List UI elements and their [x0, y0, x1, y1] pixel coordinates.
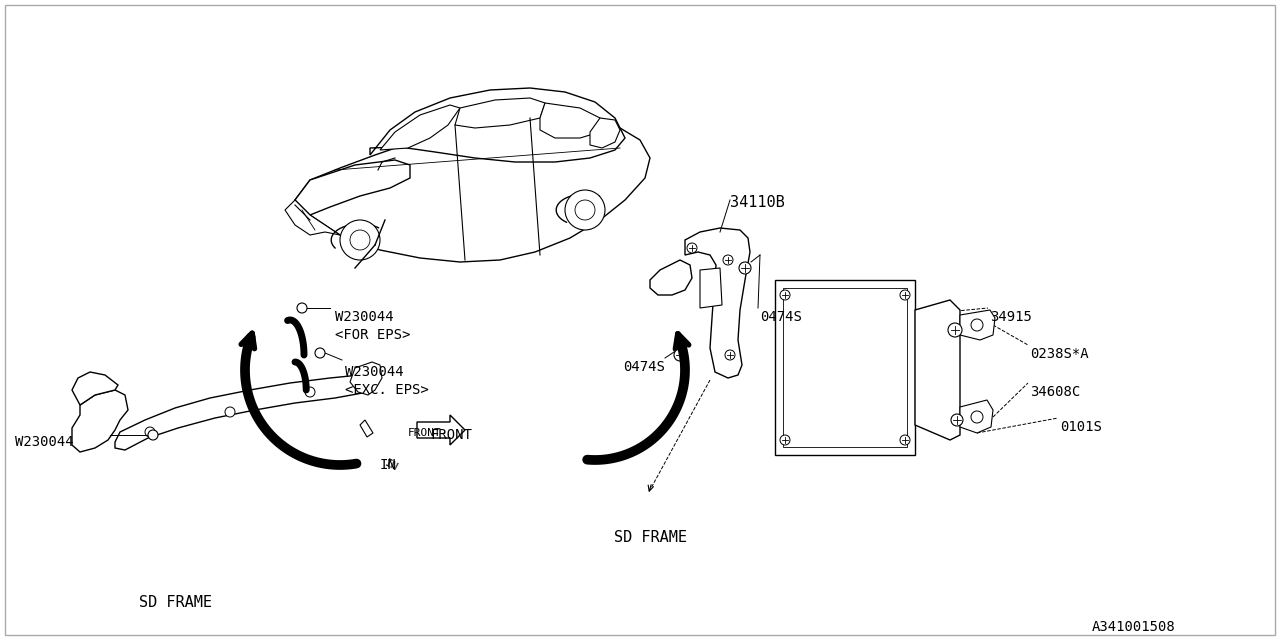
- Circle shape: [948, 323, 963, 337]
- Polygon shape: [294, 118, 650, 262]
- Circle shape: [972, 411, 983, 423]
- Polygon shape: [960, 400, 993, 433]
- Circle shape: [564, 190, 605, 230]
- Polygon shape: [72, 372, 118, 405]
- Circle shape: [675, 349, 686, 361]
- Text: 0474S: 0474S: [760, 310, 801, 324]
- Text: W230044: W230044: [335, 310, 394, 324]
- Text: W230044: W230044: [346, 365, 403, 379]
- Bar: [774, 280, 915, 455]
- Circle shape: [900, 290, 910, 300]
- Text: FRONT: FRONT: [408, 428, 442, 438]
- Text: IN: IN: [383, 458, 399, 473]
- Circle shape: [951, 414, 963, 426]
- Circle shape: [780, 435, 790, 445]
- Text: A341001508: A341001508: [1092, 620, 1175, 634]
- Bar: [783, 288, 908, 447]
- Circle shape: [900, 435, 910, 445]
- Circle shape: [739, 262, 751, 274]
- Circle shape: [340, 220, 380, 260]
- Text: FRONT: FRONT: [430, 428, 472, 442]
- Text: IN: IN: [380, 458, 397, 472]
- Circle shape: [575, 200, 595, 220]
- Polygon shape: [540, 103, 600, 138]
- Polygon shape: [349, 362, 381, 395]
- Text: 34110B: 34110B: [730, 195, 785, 210]
- Text: SD FRAME: SD FRAME: [613, 530, 686, 545]
- Polygon shape: [360, 420, 372, 437]
- Polygon shape: [915, 300, 960, 440]
- Text: 0101S: 0101S: [1060, 420, 1102, 434]
- Polygon shape: [590, 118, 620, 148]
- Polygon shape: [115, 375, 369, 450]
- Circle shape: [315, 348, 325, 358]
- Polygon shape: [700, 268, 722, 308]
- Polygon shape: [380, 105, 460, 150]
- Text: SD FRAME: SD FRAME: [138, 595, 211, 610]
- Polygon shape: [454, 98, 545, 128]
- Text: 34915: 34915: [989, 310, 1032, 324]
- Circle shape: [780, 290, 790, 300]
- Circle shape: [687, 243, 698, 253]
- Circle shape: [148, 430, 157, 440]
- Circle shape: [972, 319, 983, 331]
- Text: 34608C: 34608C: [1030, 385, 1080, 399]
- Polygon shape: [417, 415, 465, 445]
- Polygon shape: [370, 88, 625, 162]
- Circle shape: [724, 350, 735, 360]
- Text: <EXC. EPS>: <EXC. EPS>: [346, 383, 429, 397]
- Circle shape: [305, 387, 315, 397]
- Circle shape: [723, 255, 733, 265]
- Text: W230044: W230044: [15, 435, 74, 449]
- Circle shape: [225, 407, 236, 417]
- Circle shape: [145, 427, 155, 437]
- Polygon shape: [72, 390, 128, 452]
- Circle shape: [349, 230, 370, 250]
- Polygon shape: [285, 200, 340, 235]
- Text: <FOR EPS>: <FOR EPS>: [335, 328, 411, 342]
- Polygon shape: [650, 260, 692, 295]
- Polygon shape: [960, 310, 995, 340]
- Circle shape: [297, 303, 307, 313]
- Text: 0238S*A: 0238S*A: [1030, 347, 1088, 361]
- Text: 0474S: 0474S: [623, 360, 666, 374]
- Polygon shape: [294, 160, 410, 215]
- Polygon shape: [685, 228, 750, 378]
